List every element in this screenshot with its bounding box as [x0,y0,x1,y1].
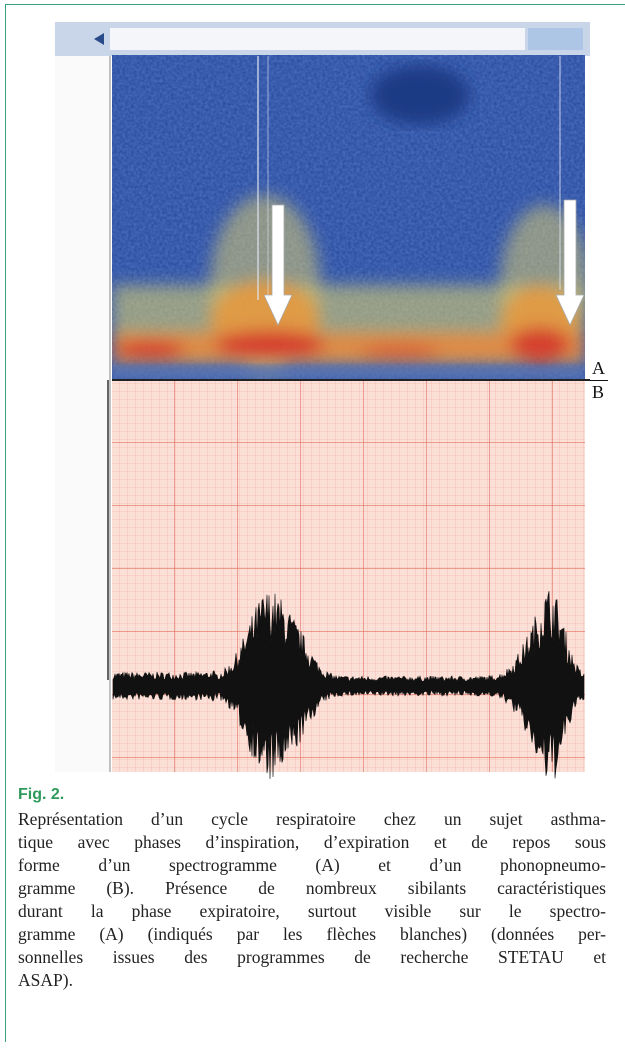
spectrogram [112,55,585,380]
back-icon[interactable] [94,33,104,45]
separator [590,380,608,381]
figure-label: Fig. 2. [18,786,65,803]
caption-line: tique avec phases d’inspiration, d’expir… [18,832,606,852]
caption-line: gramme (A) (indiqués par les flèches bla… [18,924,606,944]
caption: Représentation d’un cycle respiratoire c… [18,808,606,992]
caption-line: ASAP). [18,970,73,990]
phonopneumogram [112,379,590,780]
caption-line: Représentation d’un cycle respiratoire c… [18,809,606,829]
label-a: A [592,358,605,378]
toolbar-button [528,28,583,50]
arrow [263,204,293,326]
caption-line: durant la phase expiratoire, surtout vis… [18,901,606,921]
caption-line: forme d’un spectrogramme (A) et d’un pho… [18,855,606,875]
toolbar-field [110,28,525,50]
side-panel [55,56,111,772]
label-b: B [592,382,605,402]
figure [55,22,590,780]
caption-line: sonnelles issues des programmes de reche… [18,947,606,967]
frame [5,4,625,1042]
arrow [555,199,585,326]
caption-line: gramme (B). Présence de nombreux sibilan… [18,878,606,898]
waveform [112,591,585,780]
